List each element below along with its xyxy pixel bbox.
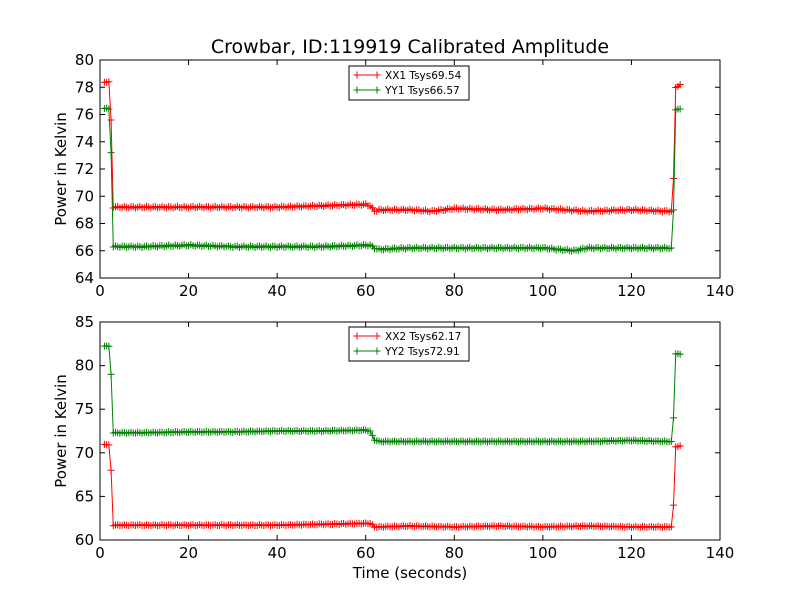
x-tick-label: 20 xyxy=(179,282,198,300)
legend-marker xyxy=(353,71,361,79)
data-point xyxy=(105,342,113,350)
data-point xyxy=(670,414,677,422)
y-tick-label: 74 xyxy=(75,133,94,151)
y-tick-label: 75 xyxy=(75,400,94,418)
legend-label: YY2 Tsys72.91 xyxy=(384,346,460,358)
x-tick-label: 140 xyxy=(706,544,735,562)
x-tick-label: 40 xyxy=(268,544,287,562)
data-point xyxy=(105,441,113,449)
y-tick-label: 70 xyxy=(75,187,94,205)
data-point xyxy=(670,501,677,509)
y-tick-label: 68 xyxy=(75,215,94,233)
y-tick-label: 70 xyxy=(75,444,94,462)
data-point xyxy=(667,244,675,252)
y-tick-label: 80 xyxy=(75,51,94,69)
data-point xyxy=(107,116,115,124)
x-tick-label: 80 xyxy=(445,282,464,300)
y-tick-label: 64 xyxy=(75,269,94,287)
y-tick-label: 78 xyxy=(75,78,94,96)
x-tick-label: 40 xyxy=(268,282,287,300)
x-tick-label: 100 xyxy=(529,282,558,300)
legend-marker xyxy=(373,71,381,79)
legend-label: XX1 Tsys69.54 xyxy=(385,70,462,82)
chart-panel-1: 0 20 40 60 80 100 120 140 64 66 68 70 72 74 76 78 80 Powe… xyxy=(52,51,734,300)
data-point xyxy=(368,431,376,439)
data-point xyxy=(676,442,684,450)
y-axis-label: Power in Kelvin xyxy=(52,112,70,226)
y-tick-label: 65 xyxy=(75,487,94,505)
y-axis-label: Power in Kelvin xyxy=(52,374,70,488)
series-1 xyxy=(100,440,684,531)
y-tick-label: 80 xyxy=(75,357,94,375)
x-tick-label: 60 xyxy=(356,544,375,562)
data-point xyxy=(105,78,113,86)
legend-box xyxy=(348,65,470,101)
data-point xyxy=(676,81,684,89)
x-tick-label: 120 xyxy=(617,544,646,562)
x-tick-label: 120 xyxy=(617,282,646,300)
x-tick-label: 60 xyxy=(356,282,375,300)
legend-marker xyxy=(353,86,361,94)
series-2 xyxy=(100,104,684,255)
legend-marker xyxy=(373,347,381,355)
legend-label: YY1 Tsys66.57 xyxy=(384,85,460,97)
data-point xyxy=(107,466,115,474)
data-point xyxy=(368,204,376,212)
x-tick-label: 20 xyxy=(179,544,198,562)
legend-label: XX2 Tsys62.17 xyxy=(385,331,461,343)
x-tick-label: 0 xyxy=(95,544,105,562)
legend-marker xyxy=(353,347,361,355)
legend: XX2 Tsys62.17 YY2 Tsys72.91 xyxy=(348,326,470,362)
y-tick-label: 72 xyxy=(75,160,94,178)
data-point xyxy=(667,523,675,531)
chart-panels: 0 20 40 60 80 100 120 140 64 66 68 70 72 74 76 78 80 Powe… xyxy=(52,51,734,562)
data-point xyxy=(676,105,684,113)
data-point xyxy=(667,437,675,445)
data-point xyxy=(107,370,115,378)
data-point xyxy=(670,206,677,214)
series-1 xyxy=(100,78,684,216)
chart-title: Crowbar, ID:119919 Calibrated Amplitude xyxy=(211,36,609,58)
data-point xyxy=(366,427,374,435)
data-point xyxy=(107,149,115,157)
legend-marker xyxy=(353,332,361,340)
legend: XX1 Tsys69.54 YY1 Tsys66.57 xyxy=(348,65,470,101)
data-point xyxy=(676,350,684,358)
plot-frame xyxy=(99,321,721,541)
chart-panel-2: 0 20 40 60 80 100 120 140 60 65 70 75 80 85 Power in K… xyxy=(52,313,734,562)
legend-box xyxy=(348,326,470,362)
x-tick-label: 0 xyxy=(95,282,105,300)
data-point xyxy=(670,175,677,183)
legend-marker xyxy=(373,332,381,340)
x-axis-label: Time (seconds) xyxy=(352,564,468,582)
y-tick-label: 60 xyxy=(75,531,94,549)
x-tick-label: 100 xyxy=(529,544,558,562)
series-2 xyxy=(100,342,684,446)
legend-marker xyxy=(373,86,381,94)
y-tick-label: 76 xyxy=(75,106,94,124)
data-point xyxy=(105,105,113,113)
x-tick-label: 140 xyxy=(706,282,735,300)
x-tick-label: 80 xyxy=(445,544,464,562)
y-tick-label: 85 xyxy=(75,313,94,331)
y-tick-label: 66 xyxy=(75,242,94,260)
